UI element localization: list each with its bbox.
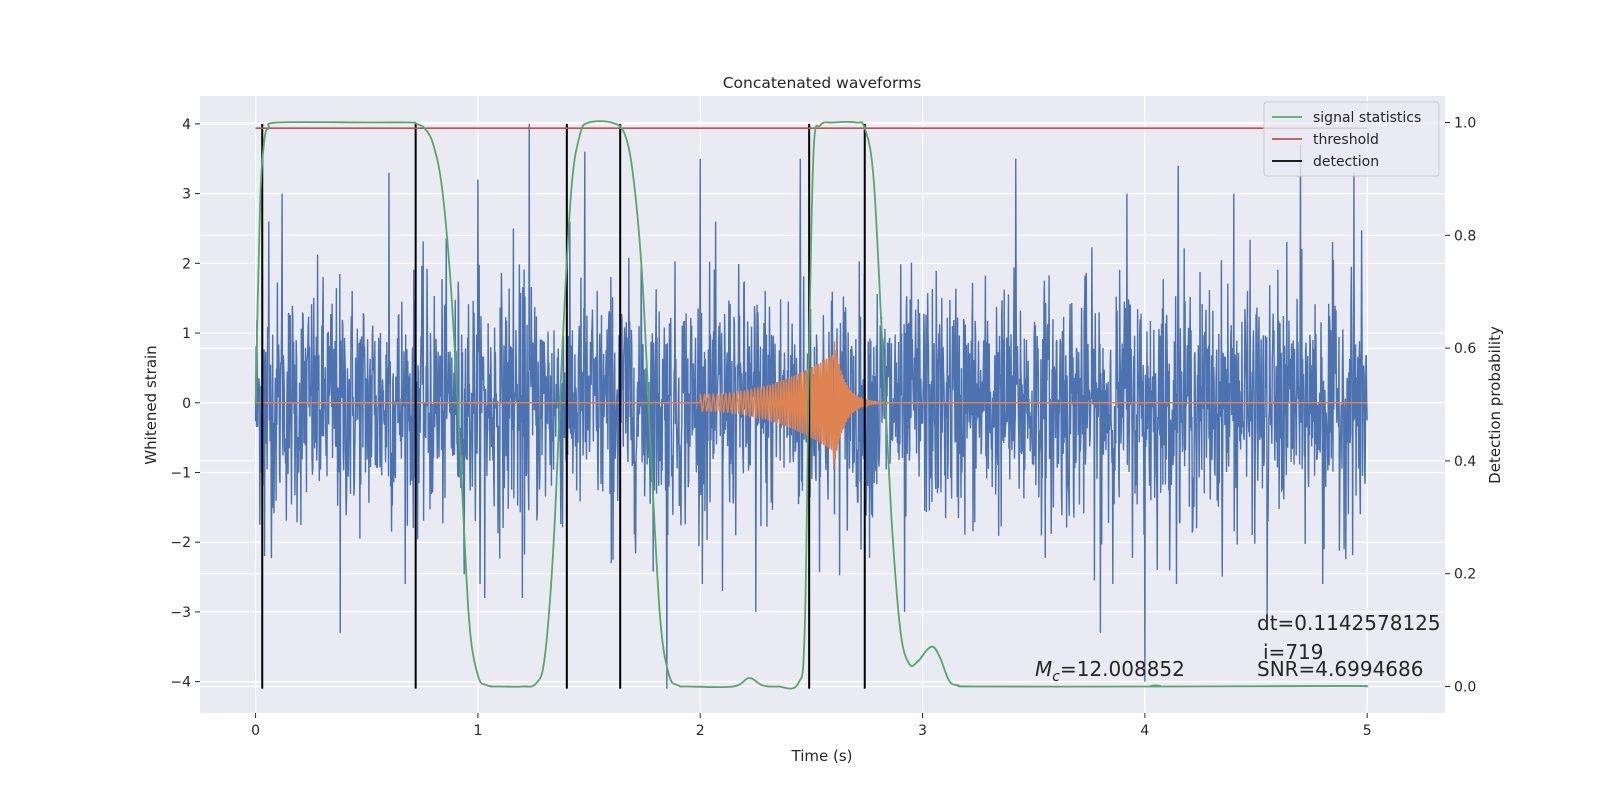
- y2-tick-label: 0.0: [1454, 679, 1476, 695]
- template-series: [255, 341, 1368, 470]
- y-axis-label: Whitened strain: [142, 345, 160, 464]
- x-tick-label: 1: [473, 723, 482, 739]
- y-tick-label: −1: [170, 465, 191, 481]
- y-tick-label: 3: [182, 187, 191, 203]
- chirp-mass-symbol: M: [1035, 657, 1052, 681]
- chirp-mass-annotation: Mc=12.008852: [1035, 657, 1185, 685]
- y-axis-ticks: −4 −3 −2 −1 0 1 2 3 4: [170, 117, 200, 691]
- y-tick-label: −3: [170, 605, 191, 621]
- y-tick-label: 1: [182, 326, 191, 342]
- x-tick-label: 3: [918, 723, 927, 739]
- snr-annotation: SNR=4.6994686: [1257, 657, 1423, 681]
- legend-label-threshold: threshold: [1313, 132, 1379, 148]
- legend: signal statistics threshold detection: [1263, 101, 1440, 177]
- legend-box: [1263, 101, 1440, 177]
- dt-annotation: dt=0.1142578125: [1257, 611, 1441, 635]
- legend-label-signal-statistics: signal statistics: [1313, 110, 1421, 126]
- y2-tick-label: 0.2: [1454, 567, 1476, 583]
- index-annotation: i=719: [1263, 640, 1324, 664]
- x-axis-ticks: 0 1 2 3 4 5: [251, 713, 1372, 739]
- y2-tick-label: 0.6: [1454, 341, 1476, 357]
- y-tick-label: 0: [182, 396, 191, 412]
- chart-title: Concatenated waveforms: [723, 74, 922, 92]
- annotations: Mc=12.008852 dt=0.1142578125 i=719 SNR=4…: [1035, 611, 1441, 685]
- y-tick-label: −4: [170, 675, 191, 691]
- chirp-mass-value: =12.008852: [1060, 657, 1185, 681]
- y-tick-label: 2: [182, 256, 191, 272]
- x-tick-label: 5: [1363, 723, 1372, 739]
- x-axis-label: Time (s): [791, 747, 853, 765]
- y2-tick-label: 1.0: [1454, 116, 1476, 132]
- y2-tick-label: 0.4: [1454, 454, 1476, 470]
- x-tick-label: 0: [251, 723, 260, 739]
- y2-tick-label: 0.8: [1454, 228, 1476, 244]
- y2-axis-ticks: 0.0 0.2 0.4 0.6 0.8 1.0: [1445, 116, 1476, 695]
- x-tick-label: 2: [696, 723, 705, 739]
- y-tick-label: 4: [182, 117, 191, 133]
- signal-statistics-line: [254, 120, 1369, 690]
- y-tick-label: −2: [170, 535, 191, 551]
- template-line: [255, 341, 1368, 470]
- legend-label-detection: detection: [1313, 154, 1379, 170]
- chirp-mass-subscript: c: [1052, 669, 1060, 685]
- signal-statistics-series: [254, 120, 1369, 690]
- x-tick-label: 4: [1140, 723, 1149, 739]
- y2-axis-label: Detection probability: [1486, 326, 1504, 484]
